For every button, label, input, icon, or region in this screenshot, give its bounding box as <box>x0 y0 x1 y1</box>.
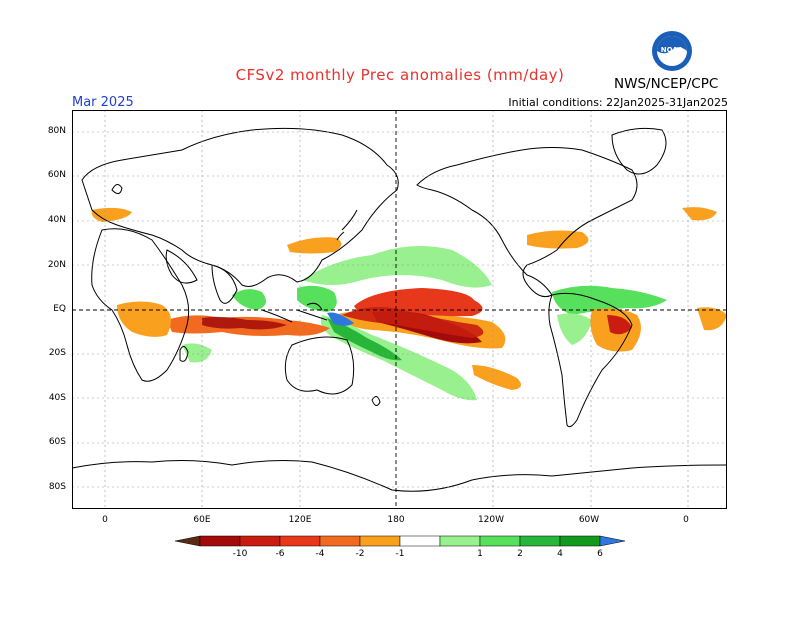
lat-label-60n: 60N <box>47 170 66 180</box>
coastline-eurasia <box>81 127 399 287</box>
colorbar: -10-6-4-2-1124610 <box>174 535 626 559</box>
lat-label-40n: 40N <box>47 215 66 225</box>
colorbar-swatch <box>239 535 281 547</box>
coastline-uk <box>111 184 123 194</box>
coastline-new-zealand <box>371 396 381 406</box>
lat-label-40s: 40S <box>48 393 66 403</box>
dry-anomaly-north-atlantic <box>527 230 589 249</box>
coastline-australia <box>284 336 355 395</box>
lon-label-120e: 120E <box>288 515 312 525</box>
colorbar-arrow-left <box>174 535 201 547</box>
colorbar-label: -6 <box>276 549 285 559</box>
wet-anomaly-indian-north <box>232 289 266 310</box>
lon-label-0-east: 0 <box>683 515 689 525</box>
wet-anomaly-south-america <box>557 313 592 345</box>
coastline-arabia <box>165 249 198 284</box>
colorbar-label: 6 <box>597 549 603 559</box>
colorbar-arrow-right <box>599 535 626 547</box>
coastline-antarctica <box>72 460 727 492</box>
colorbar-swatch <box>199 535 241 547</box>
dry-anomaly-brazil-core <box>607 315 632 335</box>
coastline-madagascar <box>179 346 189 362</box>
dry-anomaly-pacific-band <box>342 306 484 338</box>
chart-title: CFSv2 monthly Prec anomalies (mm/day) <box>235 66 565 84</box>
lat-label-20n: 20N <box>47 260 66 270</box>
colorbar-swatch <box>279 535 321 547</box>
anomaly-fields <box>91 207 727 401</box>
colorbar-label: -2 <box>356 549 365 559</box>
lon-label-60e: 60E <box>193 515 211 525</box>
colorbar-swatch <box>479 535 521 547</box>
colorbar-label: -4 <box>316 549 325 559</box>
wet-anomaly-philippines <box>297 285 337 312</box>
colorbar-label: 1 <box>477 549 483 559</box>
dry-anomaly-east-asia <box>287 237 342 254</box>
dry-anomaly-gulf-guinea <box>697 307 727 331</box>
noaa-logo: NOAA <box>652 31 692 71</box>
coastline-japan <box>336 209 358 241</box>
lon-label-180: 180 <box>387 515 405 525</box>
dry-anomaly-south-pacific <box>472 365 521 390</box>
colorbar-label: 4 <box>557 549 563 559</box>
coastline-india <box>211 264 238 304</box>
lat-label-80s: 80S <box>48 482 66 492</box>
lat-lon-grid <box>72 110 727 509</box>
coastlines <box>72 127 727 492</box>
colorbar-swatch <box>319 535 361 547</box>
lon-label-120w: 120W <box>477 515 505 525</box>
wet-anomaly-spcz-core <box>327 318 402 361</box>
wet-anomaly-amazon <box>552 285 667 315</box>
lat-label-20s: 20S <box>48 348 66 358</box>
wet-anomaly-north-pacific <box>302 246 492 288</box>
dry-anomaly-indian-core <box>202 316 287 330</box>
lon-label-0: 0 <box>102 515 108 525</box>
svg-text:NOAA: NOAA <box>661 46 684 54</box>
colorbar-swatch <box>519 535 561 547</box>
colorbar-label: -10 <box>233 549 248 559</box>
organization-label: NWS/NCEP/CPC <box>614 76 719 92</box>
anomaly-map <box>72 110 727 509</box>
dry-anomaly-europe-east <box>682 207 717 221</box>
wet-anomaly-east-africa <box>182 343 212 363</box>
lat-label-80n: 80N <box>47 126 66 136</box>
colorbar-swatch <box>559 535 601 547</box>
dry-anomaly-mediterranean <box>91 207 132 222</box>
initial-conditions: Initial conditions: 22Jan2025-31Jan2025 <box>508 96 728 109</box>
colorbar-label: 2 <box>517 549 523 559</box>
coastline-north-america <box>416 147 638 298</box>
colorbar-label: -1 <box>396 549 405 559</box>
lat-label-eq: EQ <box>53 304 66 314</box>
coastline-greenland <box>611 127 667 175</box>
colorbar-swatch <box>399 535 441 547</box>
lon-label-60w: 60W <box>578 515 600 525</box>
coastline-south-america <box>548 292 633 428</box>
colorbar-swatch <box>359 535 401 547</box>
colorbar-swatch <box>439 535 481 547</box>
wet-anomaly-newguinea <box>327 312 354 326</box>
lat-label-60s: 60S <box>48 437 66 447</box>
coastline-indonesia <box>261 302 328 323</box>
forecast-month: Mar 2025 <box>72 95 134 110</box>
